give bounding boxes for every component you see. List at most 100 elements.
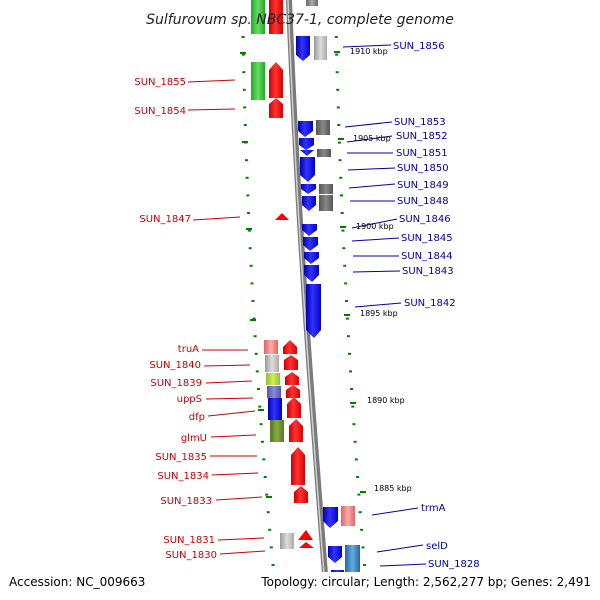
gene-label[interactable]: SUN_1833 [160,496,212,507]
gene-sun1855-arrow [269,62,283,98]
minor-tick [252,317,256,320]
minor-tick [334,36,338,38]
gene-label[interactable]: SUN_1850 [397,163,449,174]
minor-tick [340,212,344,214]
chromosome-backbone-highlight [287,0,327,600]
gene-label[interactable]: SUN_1855 [134,77,186,88]
gene-label[interactable]: SUN_1854 [134,106,186,117]
gene-sun1853-gray [316,120,330,135]
gene-sun1851 [300,150,314,156]
gene-sun1834 [291,447,305,485]
gene-sun1855 [251,62,265,100]
minor-tick [349,370,352,373]
gene-sun1852 [299,138,314,150]
minor-tick [337,124,341,126]
gene-sun1853 [298,121,313,137]
gene-label[interactable]: trmA [421,503,446,514]
gene-sun1848-gray [319,195,333,211]
gene-label[interactable]: SUN_1848 [397,196,449,207]
kbp-label: 1890 kbp [367,396,405,405]
gene-label[interactable]: SUN_1843 [402,266,454,277]
minor-tick [241,53,245,56]
gene-sun1849 [301,184,316,194]
gene-label[interactable]: SUN_1828 [428,559,480,570]
gene-label[interactable]: dfp [189,412,205,423]
gene-sun1842 [306,284,321,338]
gene-label[interactable]: SUN_1851 [396,148,448,159]
minor-tick [339,176,343,179]
kbp-label: 1910 kbp [350,47,388,56]
minor-tick [242,71,246,74]
minor-tick [338,159,342,162]
gene-glmu-arrow [289,419,303,442]
gene-dfp [268,398,282,420]
gene-sun1846 [302,224,317,236]
minor-tick [260,440,264,443]
minor-tick [350,388,354,390]
gene-label[interactable]: SUN_1839 [150,378,202,389]
gene-sun1839 [266,373,280,385]
gene-sun1856-gray [314,36,327,60]
gene-sun1831-arrow [298,530,313,540]
position-labels: 1910 kbp 1905 kbp 1900 kbp 1895 kbp 1890… [350,47,412,493]
minor-tick [243,124,247,126]
kbp-label: 1905 kbp [353,134,391,143]
leader-lines-left [187,79,266,555]
gene-label[interactable]: SUN_1831 [163,535,215,546]
gene-label[interactable]: SUN_1830 [165,550,217,561]
gene-sun1849-gray [319,184,333,194]
minor-tick [266,511,270,514]
minor-tick [361,546,365,549]
minor-tick [342,247,346,250]
minor-tick [336,88,340,91]
gene-label[interactable]: glmU [181,433,207,444]
minor-tick [263,476,267,478]
gene-label[interactable]: SUN_1856 [393,41,445,52]
forward-strand-genes [251,0,314,549]
minor-tick [258,405,262,408]
gene-label[interactable]: SUN_1842 [404,298,456,309]
major-tick-marks [240,51,366,498]
gene-label[interactable]: SUN_1844 [401,251,453,262]
gene-label[interactable]: SUN_1847 [139,214,191,225]
gene-label[interactable]: truA [178,344,199,355]
minor-tick [340,194,343,197]
minor-tick [341,229,345,232]
gene-label[interactable]: SUN_1840 [149,360,201,371]
gene-dfp-arrow [287,397,301,418]
kbp-label: 1895 kbp [360,309,398,318]
minor-tick [241,36,245,38]
leader-lines-right [342,44,427,567]
minor-tick [247,229,251,232]
gene-label[interactable]: SUN_1849 [397,180,449,191]
gene-label[interactable]: SUN_1852 [396,131,448,142]
minor-tick [271,564,275,566]
gene-label[interactable]: SUN_1834 [157,471,209,482]
footer-background [0,572,600,600]
gene-trua-arrow [283,340,297,354]
gene-trma-pink [341,506,355,526]
gene-sun1830 [299,542,314,548]
gene-label[interactable]: selD [426,541,448,552]
gene-trma [323,507,338,528]
minor-tick [351,405,355,408]
gene-sun1848 [302,196,316,211]
gene-sun1831 [280,533,294,549]
minor-tick [335,71,339,74]
minor-tick [346,335,350,338]
gene-sun1843 [304,265,319,282]
gene-top-red [269,0,283,34]
minor-tick [356,476,360,478]
gene-label[interactable]: SUN_1853 [394,117,446,128]
minor-tick [336,106,340,109]
gene-label[interactable]: SUN_1845 [401,233,453,244]
tick-marks-right [334,36,366,566]
gene-label[interactable]: uppS [177,394,202,405]
minor-tick [344,282,348,285]
tick-marks-left [241,36,275,566]
gene-label[interactable]: SUN_1835 [155,452,207,463]
minor-tick [354,458,358,461]
gene-label[interactable]: SUN_1846 [399,214,451,225]
minor-tick [243,106,247,109]
